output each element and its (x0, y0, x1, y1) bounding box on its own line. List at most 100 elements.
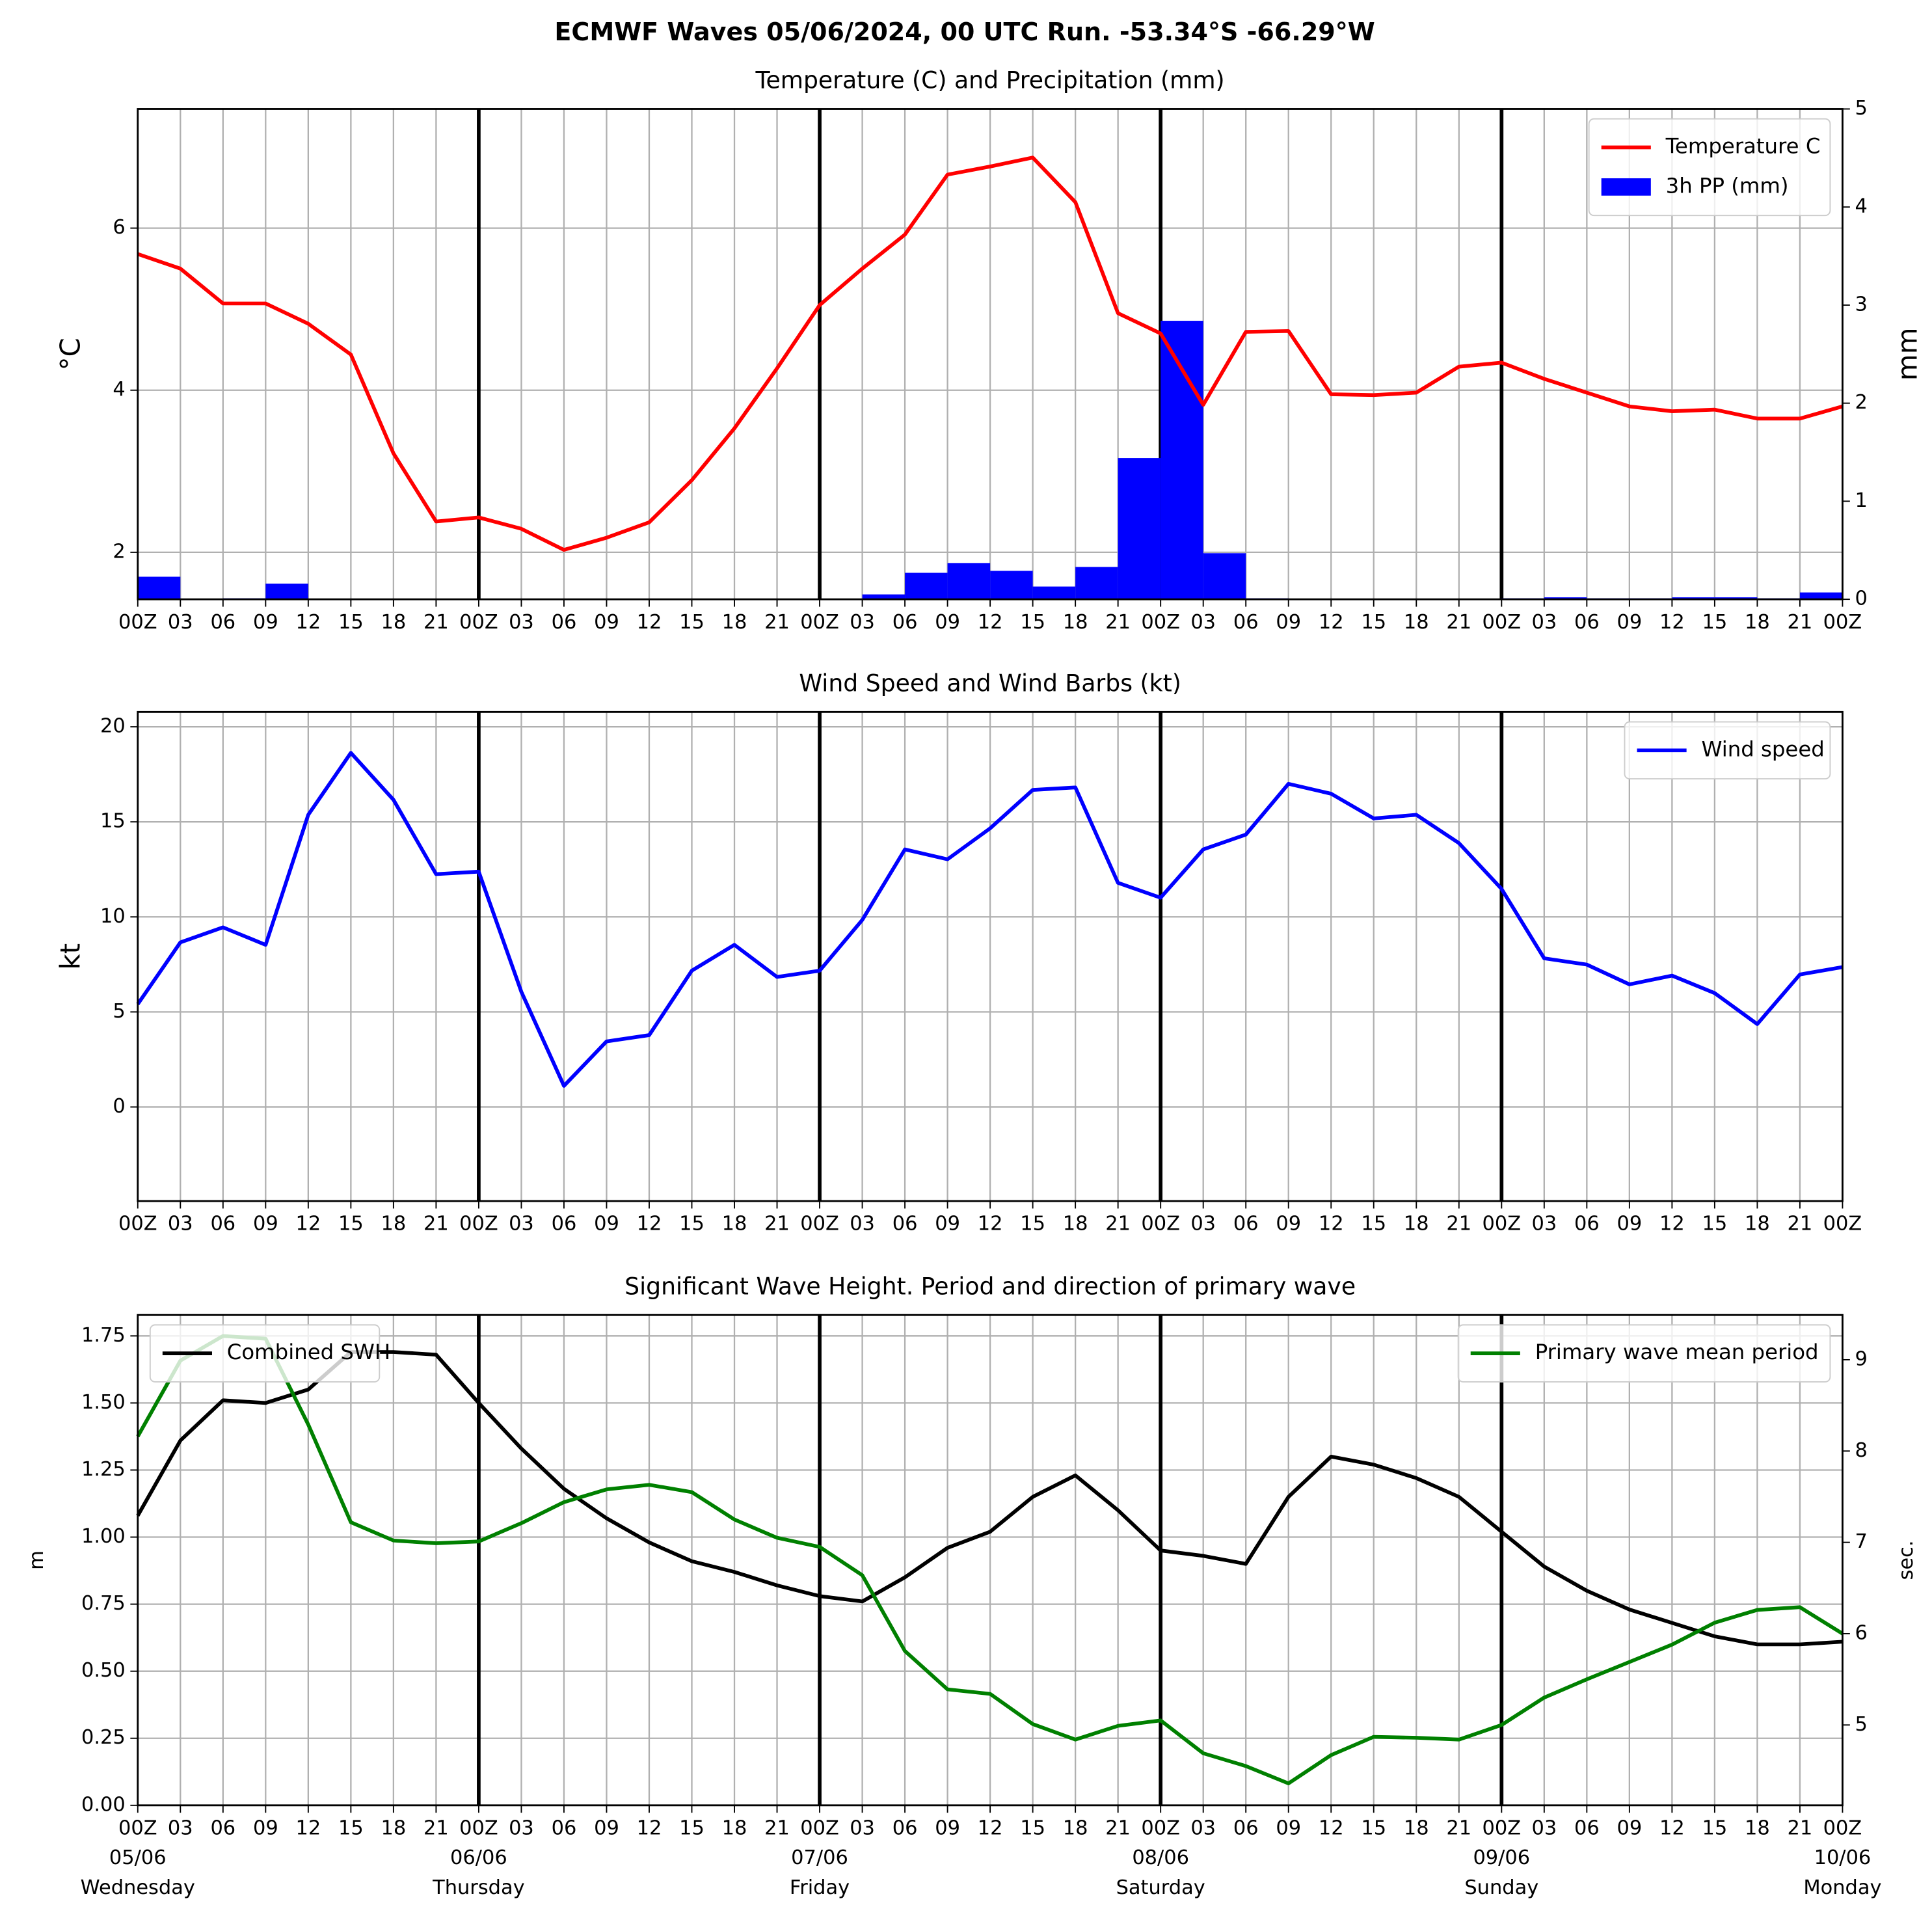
precip-bar (265, 584, 308, 600)
y-tick-label: 1.75 (81, 1324, 126, 1347)
x-tick-label: 09 (1276, 1817, 1301, 1839)
legend-label: 3h PP (mm) (1666, 173, 1789, 198)
x-tick-label: 12 (978, 1213, 1003, 1236)
x-tick-label: 06 (1574, 1817, 1600, 1839)
x-tick-label: 00Z (1141, 611, 1180, 634)
x-tick-label: 18 (1404, 611, 1429, 634)
y2-tick-label: 3 (1855, 293, 1867, 316)
x-tick-label: 09 (594, 611, 619, 634)
x-tick-label: 00Z (1141, 1213, 1180, 1236)
x-tick-label: 00Z (118, 611, 157, 634)
series-line (137, 155, 1844, 552)
x-tick-label: 18 (722, 611, 747, 634)
legend-label: Wind speed (1701, 736, 1824, 761)
y2-axis-label: sec. (1895, 1540, 1918, 1580)
x-tick-label: 06 (1233, 1213, 1259, 1236)
y2-axis-label: mm (1892, 328, 1924, 381)
x-tick-label: 12 (1319, 1817, 1344, 1839)
x-tick-label: 15 (338, 611, 364, 634)
x-tick-label: 12 (637, 1213, 662, 1236)
x-tick-label: 00Z (118, 1213, 157, 1236)
x-tick-label: 15 (1020, 1817, 1045, 1839)
y-axis-label: m (25, 1550, 48, 1570)
x-tick-label: 06 (210, 611, 235, 634)
x-tick-label: 18 (381, 1213, 407, 1236)
precip-bar (990, 571, 1033, 600)
x-tick-label: 00Z (800, 1817, 839, 1839)
x-tick-label: 03 (168, 611, 193, 634)
x-tick-label: 00Z (459, 1817, 498, 1839)
x-tick-label: 00Z (1823, 1817, 1862, 1839)
precip-bar (1161, 321, 1203, 600)
y-tick-label: 15 (100, 810, 126, 833)
x-tick-label: 21 (1105, 1213, 1131, 1236)
x-tick-label: 03 (168, 1213, 193, 1236)
x-tick-label: 00Z (118, 1817, 157, 1839)
y2-tick-label: 5 (1855, 1713, 1867, 1736)
chart-title: Significant Wave Height. Period and dire… (624, 1272, 1356, 1300)
x-date-label: 06/06 (450, 1846, 507, 1869)
precip-bar (1032, 586, 1076, 600)
x-tick-label: 09 (253, 611, 278, 634)
y2-tick-label: 9 (1855, 1347, 1867, 1370)
x-tick-label: 06 (210, 1213, 235, 1236)
legend-swatch (1601, 178, 1651, 196)
x-tick-label: 21 (1446, 611, 1471, 634)
x-tick-label: 21 (764, 1213, 790, 1236)
x-tick-label: 12 (978, 611, 1003, 634)
x-tick-label: 00Z (1483, 611, 1522, 634)
x-tick-label: 18 (722, 1213, 747, 1236)
x-tick-label: 06 (1574, 611, 1600, 634)
x-tick-label: 03 (850, 611, 875, 634)
x-tick-label: 21 (423, 1213, 449, 1236)
y-tick-label: 1.00 (81, 1525, 126, 1548)
x-tick-label: 18 (1745, 1817, 1770, 1839)
x-tick-label: 18 (1063, 611, 1088, 634)
x-tick-label: 03 (1190, 1817, 1216, 1839)
x-tick-label: 18 (1063, 1817, 1088, 1839)
x-tick-label: 18 (1404, 1213, 1429, 1236)
x-tick-label: 03 (509, 1213, 534, 1236)
x-tick-label: 06 (1574, 1213, 1600, 1236)
y2-tick-label: 7 (1855, 1530, 1867, 1553)
y-tick-label: 1.50 (81, 1391, 126, 1414)
x-tick-label: 15 (1361, 611, 1386, 634)
x-tick-label: 15 (679, 1213, 704, 1236)
x-tick-label: 00Z (1483, 1817, 1522, 1839)
precip-bar (1075, 567, 1118, 600)
y-tick-label: 0 (113, 1095, 125, 1118)
x-tick-label: 03 (1531, 1817, 1557, 1839)
x-tick-label: 15 (679, 611, 704, 634)
y-tick-label: 4 (113, 378, 125, 401)
x-tick-label: 03 (509, 611, 534, 634)
x-tick-label: 06 (1233, 1817, 1259, 1839)
series-line (136, 751, 1843, 1088)
legend-label: Temperature C (1665, 133, 1821, 158)
precip-bar (1714, 597, 1758, 600)
y-tick-label: 0.25 (81, 1726, 126, 1749)
x-tick-label: 06 (1233, 611, 1259, 634)
x-tick-label: 09 (1617, 1817, 1642, 1839)
x-date-label: 05/06 (109, 1846, 167, 1869)
x-tick-label: 21 (423, 1817, 449, 1839)
x-tick-label: 18 (1745, 611, 1770, 634)
y2-tick-label: 0 (1855, 588, 1867, 610)
x-weekday-label: Thursday (432, 1876, 525, 1899)
x-tick-label: 03 (850, 1817, 875, 1839)
x-tick-label: 21 (764, 611, 790, 634)
legend-label: Primary wave mean period (1535, 1340, 1819, 1364)
x-tick-label: 12 (295, 1817, 321, 1839)
x-tick-label: 03 (850, 1213, 875, 1236)
series-line (136, 1334, 1844, 1785)
x-weekday-label: Sunday (1464, 1876, 1538, 1899)
x-weekday-label: Monday (1803, 1876, 1881, 1899)
x-tick-label: 15 (338, 1213, 364, 1236)
y2-tick-label: 6 (1855, 1621, 1867, 1644)
y2-tick-label: 2 (1855, 391, 1867, 414)
x-tick-label: 09 (1276, 1213, 1301, 1236)
y-tick-label: 5 (113, 1000, 125, 1023)
x-tick-label: 09 (594, 1817, 619, 1839)
precip-bar (947, 563, 991, 600)
x-tick-label: 12 (1659, 611, 1685, 634)
